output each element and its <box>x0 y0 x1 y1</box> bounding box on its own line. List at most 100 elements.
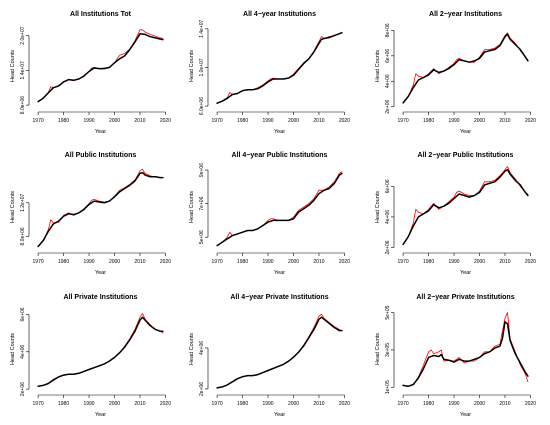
y-tick-label: 1e+05 <box>385 380 391 394</box>
observed-series-line <box>37 168 164 247</box>
x-tick-label: 2020 <box>160 401 171 407</box>
x-tick-label: 2020 <box>160 259 171 265</box>
x-tick-label: 2020 <box>339 118 350 124</box>
panel-title: All 4−year Public Institutions <box>232 152 328 159</box>
x-tick-label: 1990 <box>83 118 94 124</box>
y-tick-label: 7e+06 <box>199 196 205 210</box>
panel-title: All Public Institutions <box>65 152 137 159</box>
y-axis-label: Head Counts <box>375 50 381 82</box>
fitted-series-line <box>402 321 529 388</box>
y-tick-label: 4e+06 <box>385 210 391 224</box>
chart-panel: All 4−year Private Institutions 1970 1980 1… <box>189 294 350 418</box>
x-tick-label: 1990 <box>262 259 273 265</box>
fitted-series-line <box>37 33 164 103</box>
fitted-series-line <box>216 31 343 104</box>
observed-series-line <box>402 166 529 245</box>
x-tick-label: 2010 <box>134 118 145 124</box>
x-tick-label: 1970 <box>33 118 44 124</box>
y-tick-label: 8e+06 <box>385 23 391 37</box>
x-tick-label: 2020 <box>525 118 536 124</box>
x-tick-label: 2000 <box>109 259 120 265</box>
x-tick-label: 2020 <box>160 118 171 124</box>
x-tick-label: 2010 <box>499 118 510 124</box>
x-tick-label: 2020 <box>525 259 536 265</box>
x-axis-label: Year <box>274 129 285 135</box>
x-tick-label: 1970 <box>33 259 44 265</box>
x-tick-label: 2010 <box>313 259 324 265</box>
y-tick-label: 4e+06 <box>385 74 391 88</box>
x-tick-label: 1980 <box>237 401 248 407</box>
x-tick-label: 2000 <box>288 259 299 265</box>
observed-series-line <box>216 313 343 389</box>
x-tick-label: 2000 <box>474 259 485 265</box>
x-axis-label: Year <box>460 129 471 135</box>
x-tick-label: 1980 <box>423 118 434 124</box>
y-tick-label: 6e+06 <box>385 49 391 63</box>
y-tick-label: 5e+06 <box>199 230 205 244</box>
chart-panel: All Institutions Tot 1970 1980 1990 2000 2010… <box>10 11 171 135</box>
x-axis-label: Year <box>95 270 106 276</box>
panel-title: All 2−year Private Institutions <box>416 294 514 301</box>
x-tick-label: 1970 <box>398 259 409 265</box>
x-tick-label: 2020 <box>525 401 536 407</box>
y-axis-label: Head Counts <box>189 50 195 82</box>
x-tick-label: 2010 <box>134 401 145 407</box>
observed-series-line <box>402 32 529 104</box>
x-tick-label: 1980 <box>58 401 69 407</box>
x-tick-label: 1990 <box>262 118 273 124</box>
panel-title: All Private Institutions <box>64 294 138 301</box>
x-tick-label: 2010 <box>499 401 510 407</box>
fitted-series-line <box>37 171 164 248</box>
y-axis-label: Head Counts <box>189 191 195 223</box>
x-tick-label: 1970 <box>33 401 44 407</box>
panel-title: All 4−year Institutions <box>243 11 316 18</box>
panel-title: All Institutions Tot <box>70 11 132 18</box>
chart-panel: All 2−year Institutions 1970 1980 1990 2000 2… <box>375 11 536 135</box>
panel-title: All 4−year Private Institutions <box>230 294 328 301</box>
x-tick-label: 2000 <box>109 401 120 407</box>
y-tick-label: 1.4e+07 <box>199 20 205 38</box>
observed-series-line <box>216 32 343 104</box>
x-axis-label: Year <box>274 270 285 276</box>
x-tick-label: 2000 <box>474 401 485 407</box>
x-tick-label: 1980 <box>237 118 248 124</box>
x-tick-label: 2020 <box>339 259 350 265</box>
chart-panel: All 4−year Public Institutions 1970 1980 19… <box>189 152 350 276</box>
y-tick-label: 2e+06 <box>385 240 391 254</box>
y-tick-label: 1.2e+07 <box>20 193 26 211</box>
y-tick-label: 6e+06 <box>20 307 26 321</box>
panel-title: All 2−year Public Institutions <box>418 152 514 159</box>
x-tick-label: 2000 <box>474 118 485 124</box>
fitted-series-line <box>216 316 343 389</box>
chart-panel: All Private Institutions 1970 1980 1990 2000… <box>10 294 171 418</box>
x-tick-label: 1990 <box>448 118 459 124</box>
x-tick-label: 1970 <box>398 118 409 124</box>
observed-series-line <box>402 312 529 387</box>
y-axis-label: Head Counts <box>189 333 195 365</box>
x-tick-label: 1980 <box>423 401 434 407</box>
y-axis-label: Head Counts <box>10 50 16 82</box>
x-tick-label: 2010 <box>134 259 145 265</box>
x-tick-label: 2010 <box>313 118 324 124</box>
x-axis-label: Year <box>95 412 106 418</box>
x-tick-label: 1990 <box>448 259 459 265</box>
y-tick-label: 2e+06 <box>20 382 26 396</box>
y-tick-label: 9e+06 <box>199 163 205 177</box>
x-tick-label: 1990 <box>262 401 273 407</box>
x-tick-label: 1970 <box>212 259 223 265</box>
panel-title: All 2−year Institutions <box>429 11 502 18</box>
y-axis-label: Head Counts <box>375 333 381 365</box>
y-axis-label: Head Counts <box>10 191 16 223</box>
x-tick-label: 1980 <box>58 259 69 265</box>
fitted-series-line <box>402 33 529 104</box>
chart-panel: All 4−year Institutions 1970 1980 1990 2000 2… <box>189 11 350 135</box>
y-tick-label: 4e+06 <box>199 341 205 355</box>
y-tick-label: 4e+06 <box>20 345 26 359</box>
y-tick-label: 3e+05 <box>385 343 391 357</box>
y-tick-label: 2e+06 <box>199 382 205 396</box>
y-axis-label: Head Counts <box>10 333 16 365</box>
y-tick-label: 6e+06 <box>385 179 391 193</box>
x-tick-label: 1970 <box>398 401 409 407</box>
x-axis-label: Year <box>274 412 285 418</box>
